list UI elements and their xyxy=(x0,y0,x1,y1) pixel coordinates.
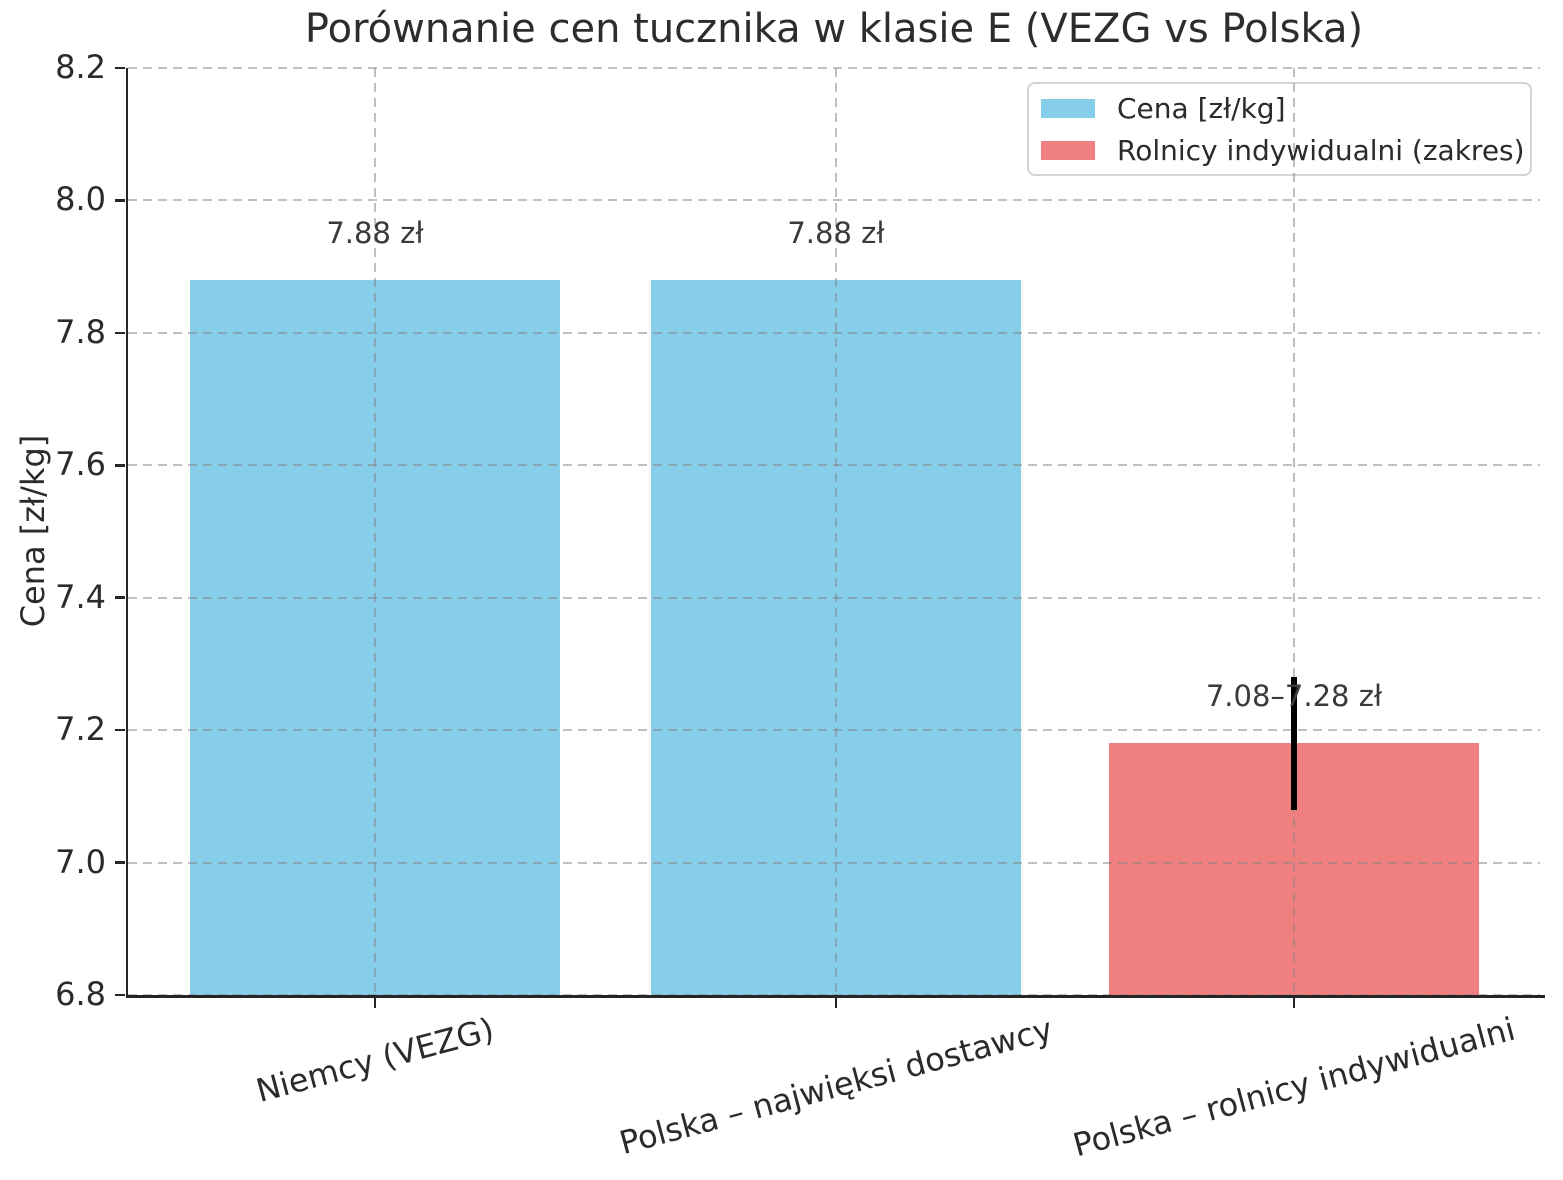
y-tick-label: 7.6 xyxy=(55,445,106,484)
y-tick xyxy=(115,331,125,335)
y-tick-label: 7.8 xyxy=(55,313,106,352)
x-tick xyxy=(373,997,377,1008)
gridline-v xyxy=(373,68,376,995)
x-tick xyxy=(1292,997,1296,1008)
legend-swatch xyxy=(1041,98,1095,118)
error-bar xyxy=(1291,677,1298,810)
y-tick xyxy=(115,596,125,599)
y-axis-label: Cena [zł/kg] xyxy=(14,434,52,628)
x-tick xyxy=(834,997,838,1008)
legend-row: Cena [zł/kg] xyxy=(1041,92,1530,125)
x-tick-label: Polska – najwięksi dostawcy xyxy=(615,1009,1057,1163)
y-axis-spine xyxy=(125,68,128,998)
y-tick xyxy=(115,464,125,467)
bar-value-label: 7.88 zł xyxy=(326,215,424,250)
y-tick-label: 8.0 xyxy=(55,180,106,219)
gridline-h xyxy=(128,331,1540,334)
x-tick-label: Polska – rolnicy indywidualni xyxy=(1068,1010,1520,1165)
y-tick xyxy=(115,993,125,997)
gridline-v xyxy=(834,68,837,995)
chart-title: Porównanie cen tucznika w klasie E (VEZG… xyxy=(304,6,1364,52)
gridline-h xyxy=(128,861,1540,864)
gridline-v xyxy=(1293,68,1296,995)
x-tick-label: Niemcy (VEZG) xyxy=(252,1009,498,1110)
gridline-h xyxy=(128,464,1540,467)
y-tick-label: 8.2 xyxy=(55,48,106,87)
legend: Cena [zł/kg] Rolnicy indywidualni (zakres… xyxy=(1027,82,1532,176)
y-tick-label: 7.4 xyxy=(55,577,106,616)
legend-swatch xyxy=(1041,140,1095,160)
legend-row: Rolnicy indywidualni (zakres) xyxy=(1041,134,1530,167)
gridline-h xyxy=(128,67,1540,69)
y-tick-label: 6.8 xyxy=(55,975,106,1014)
bar-value-label: 7.08–7.28 zł xyxy=(1205,679,1383,714)
legend-label: Cena [zł/kg] xyxy=(1117,91,1286,125)
gridline-h xyxy=(128,729,1540,732)
y-tick xyxy=(115,728,125,732)
bar-value-label: 7.88 zł xyxy=(787,215,885,250)
y-tick-label: 7.0 xyxy=(55,842,106,881)
legend-label: Rolnicy indywidualni (zakres) xyxy=(1117,133,1525,167)
y-tick xyxy=(115,861,125,864)
x-axis-spine xyxy=(125,995,1545,998)
y-tick xyxy=(115,199,125,202)
y-tick-label: 7.2 xyxy=(55,710,106,749)
y-tick xyxy=(115,66,125,70)
gridline-h xyxy=(128,199,1540,202)
gridline-h xyxy=(128,596,1540,599)
